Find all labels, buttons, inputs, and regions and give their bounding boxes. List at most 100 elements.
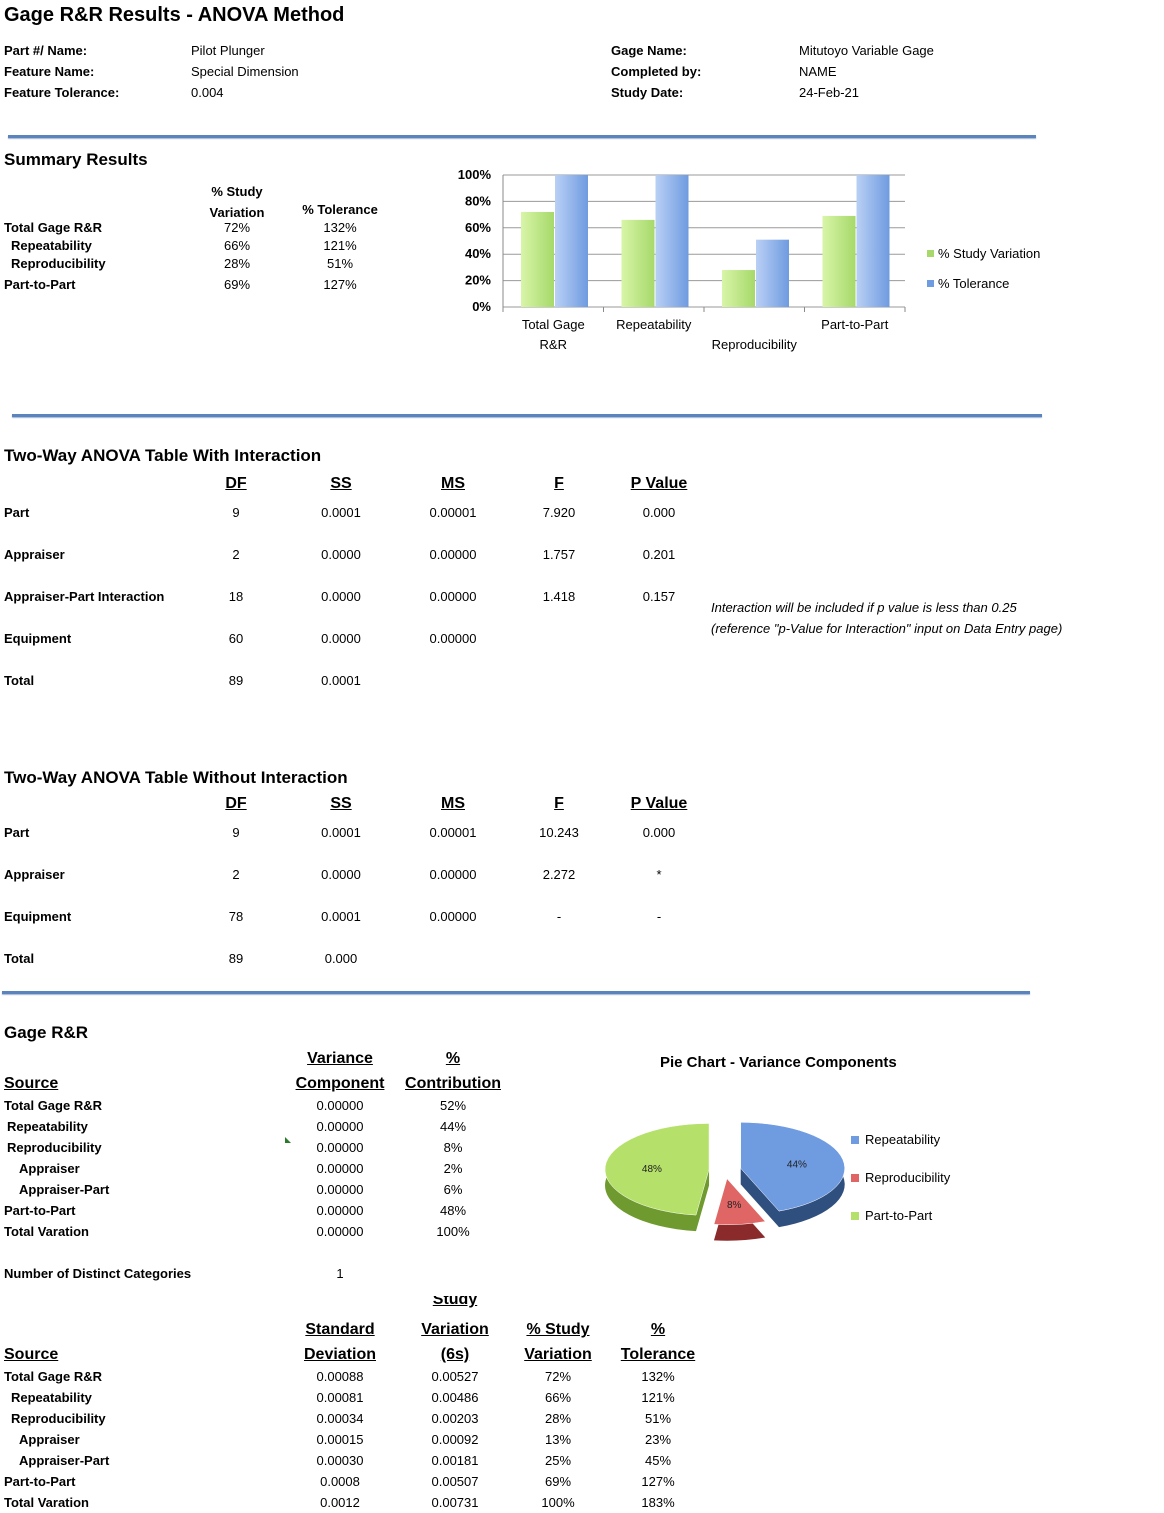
study-std-dev: 0.0012 <box>320 1495 360 1510</box>
study-pct-study-variation: 25% <box>544 1453 572 1468</box>
x-category-label: R&R <box>540 337 567 352</box>
gage-rr-contribution: 8% <box>443 1140 463 1155</box>
summary-row-label: Total Gage R&R <box>4 220 102 235</box>
gage-rr-variance-component: 0.00000 <box>316 1119 364 1134</box>
study-col-source-label: Source <box>4 1346 59 1363</box>
gage-rr-contribution: 48% <box>439 1203 467 1218</box>
anova-row-label: Part <box>4 505 30 520</box>
study-variation: 0.00181 <box>431 1453 479 1468</box>
anova-cell: 89 <box>228 673 244 688</box>
anova-col-header: MS <box>441 475 465 492</box>
anova-cell: 0.00001 <box>429 825 477 840</box>
study-row-label: Appraiser-Part <box>19 1453 110 1468</box>
study-pct-tolerance: 121% <box>641 1390 675 1405</box>
anova-col-header: F <box>554 795 564 812</box>
gage-rr-col-source-label: Source <box>4 1075 59 1092</box>
gage-rr-col-source: Source <box>4 1071 58 1096</box>
anova-cell: - <box>556 909 562 924</box>
study-std-dev: 0.00088 <box>316 1369 364 1384</box>
bar-tolerance <box>655 175 689 307</box>
y-tick-label: 80% <box>465 193 491 208</box>
study-row-label: Total Gage R&R <box>4 1369 102 1384</box>
study-pct-tolerance: 132% <box>641 1369 675 1384</box>
gage-rr-col-vc-line1: Variance <box>307 1050 373 1067</box>
legend-swatch <box>851 1212 859 1220</box>
gage-rr-contribution: 6% <box>443 1182 463 1197</box>
y-tick-label: 0% <box>472 299 491 314</box>
summary-row-study-variation: 69% <box>223 277 251 292</box>
anova-cell: 9 <box>232 825 240 840</box>
anova-cell: 0.000 <box>324 951 358 966</box>
study-col-tol-line2: Tolerance <box>620 1346 696 1363</box>
anova-row-label: Equipment <box>4 631 72 646</box>
summary-heading: Summary Results <box>4 150 148 169</box>
anova-col-header: MS <box>441 795 465 812</box>
gage-rr-row-label: Total Gage R&R <box>4 1098 102 1113</box>
study-pct-tolerance: 51% <box>644 1411 672 1426</box>
y-tick-label: 40% <box>465 246 491 261</box>
anova-cell: 0.00000 <box>429 867 477 882</box>
study-col-source: Source <box>4 1342 58 1367</box>
anova-row-label: Appraiser <box>4 547 65 562</box>
summary-row-study-variation: 28% <box>223 256 251 271</box>
header-label: Part #/ Name: <box>4 43 88 58</box>
gage-rr-row-label: Appraiser <box>19 1161 80 1176</box>
anova-cell: 1.757 <box>542 547 576 562</box>
interaction-note-line1: Interaction will be included if p value … <box>711 600 1017 615</box>
study-table-header-clip: Study <box>400 1296 510 1313</box>
x-category-label: Total Gage <box>522 317 585 332</box>
gage-rr-col-vc-line2: Component <box>295 1075 385 1092</box>
anova-col-header: P Value <box>630 475 688 492</box>
study-pct-study-variation: 13% <box>544 1432 572 1447</box>
anova-col-header: SS <box>330 475 352 492</box>
anova-cell: 1.418 <box>542 589 576 604</box>
gage-rr-row-label: Repeatability <box>7 1119 88 1134</box>
study-col-sv-line2: (6s) <box>440 1346 470 1363</box>
summary-row-tolerance: 51% <box>326 256 354 271</box>
variance-pie-chart: 44% 8% 48% Repeatability Reproducibility Part… <box>604 1122 951 1241</box>
cell-comment-marker <box>285 1137 291 1143</box>
anova-cell: * <box>656 867 662 882</box>
anova-cell: 0.0000 <box>321 589 361 604</box>
anova-col-header: P Value <box>630 795 688 812</box>
anova-row-label: Total <box>4 673 35 688</box>
anova-cell: 0.00001 <box>429 505 477 520</box>
study-std-dev: 0.00081 <box>316 1390 364 1405</box>
section-divider <box>2 991 1030 994</box>
study-std-dev: 0.0008 <box>320 1474 360 1489</box>
study-pct-study-variation: 66% <box>544 1390 572 1405</box>
anova-cell: 0.0001 <box>321 825 361 840</box>
anova-cell: 7.920 <box>542 505 576 520</box>
anova-col-header: DF <box>225 795 247 812</box>
header-value: NAME <box>799 64 837 79</box>
study-row-label: Repeatability <box>11 1390 92 1405</box>
bar-study-variation <box>822 215 856 307</box>
y-tick-label: 100% <box>458 167 492 182</box>
ndc-label: Number of Distinct Categories <box>4 1266 192 1281</box>
anova-row-label: Appraiser-Part Interaction <box>4 589 165 604</box>
anova-cell: 18 <box>228 589 244 604</box>
bar-tolerance <box>756 239 789 307</box>
legend-swatch <box>927 280 934 287</box>
anova-cell: 78 <box>228 909 244 924</box>
study-row-label: Total Varation <box>4 1495 89 1510</box>
bar-study-variation <box>621 219 655 307</box>
gage-rr-contribution: 2% <box>443 1161 463 1176</box>
study-std-dev: 0.00030 <box>316 1453 364 1468</box>
summary-row-tolerance: 121% <box>323 238 357 253</box>
study-pct-tolerance: 127% <box>641 1474 675 1489</box>
summary-row-study-variation: 72% <box>223 220 251 235</box>
anova-cell: 10.243 <box>539 825 579 840</box>
gage-rr-row-label: Part-to-Part <box>4 1203 76 1218</box>
gage-rr-row-label: Total Varation <box>4 1224 89 1239</box>
anova-cell: 2 <box>232 547 240 562</box>
interaction-note-line2: (reference "p-Value for Interaction" inp… <box>711 621 1063 636</box>
legend-swatch <box>851 1136 859 1144</box>
study-col-sv-line1: Variation <box>421 1321 489 1338</box>
study-col-tol-line1: % <box>650 1321 666 1338</box>
gage-rr-variance-component: 0.00000 <box>316 1161 364 1176</box>
x-category-label: Reproducibility <box>712 337 798 352</box>
anova-row-label: Total <box>4 951 35 966</box>
anova-cell: 0.00000 <box>429 589 477 604</box>
summary-row-study-variation: 66% <box>223 238 251 253</box>
